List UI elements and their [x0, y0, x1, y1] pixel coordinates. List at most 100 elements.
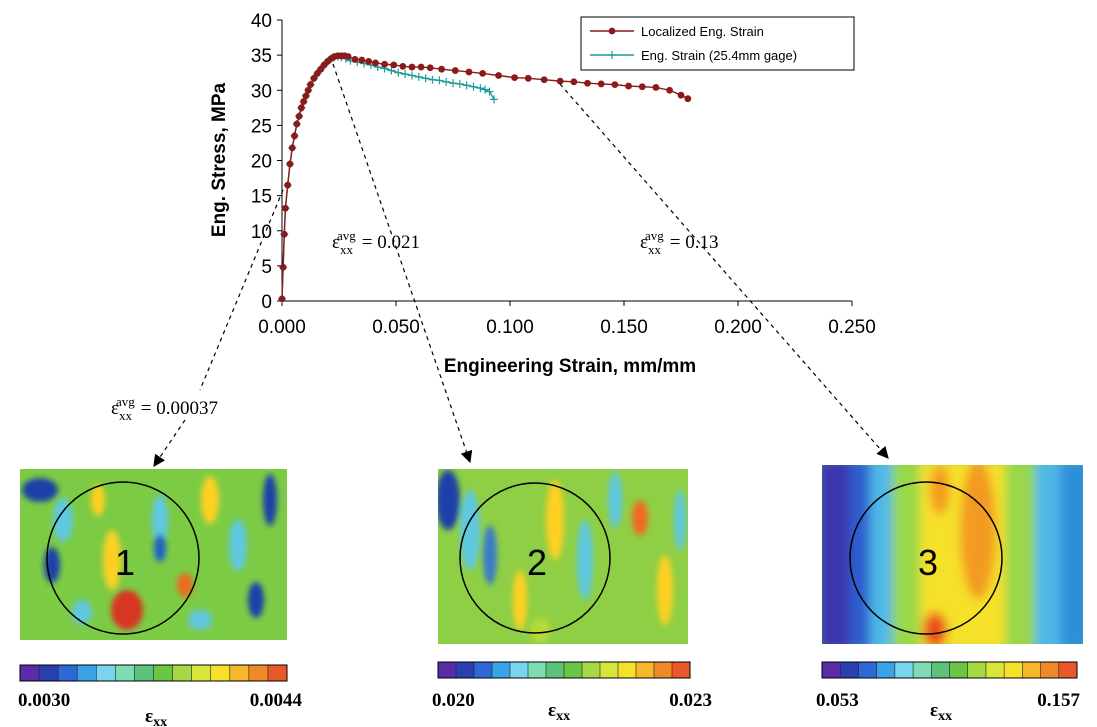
colorbar-swatch	[96, 665, 116, 681]
annotation-1-symbol: ε	[111, 398, 119, 419]
strain-map-2-spot	[657, 555, 673, 625]
strain-map-2-spot	[460, 490, 480, 570]
colorbar-swatch	[456, 662, 475, 678]
colorbar-3	[821, 661, 1078, 679]
strain-map-2-spot	[513, 570, 527, 630]
x-tick-label: 0.050	[372, 317, 420, 338]
colorbar-swatch	[600, 662, 619, 678]
data-point-localized	[344, 53, 352, 60]
data-point-gage	[476, 84, 485, 93]
y-tick-label: 25	[251, 116, 272, 137]
annotation-1-sup: avg	[116, 394, 135, 409]
data-point-localized	[684, 95, 692, 103]
data-point-localized	[511, 74, 518, 82]
colorbar-2-max: 0.023	[669, 690, 712, 711]
region-label-1: 1	[115, 542, 135, 583]
colorbar-swatch	[229, 665, 250, 681]
strain-map-1-spot	[103, 530, 121, 590]
colorbar-2-min: 0.020	[432, 690, 475, 711]
y-tick-label: 30	[251, 81, 272, 102]
annotation-2-value: = 0.021	[362, 232, 420, 253]
colorbar-frame	[821, 661, 1078, 679]
data-point-gage	[469, 82, 478, 91]
series-line-gage	[281, 55, 495, 299]
colorbar-swatch	[191, 665, 212, 681]
annotation-1-sub: xx	[119, 408, 133, 423]
strain-map-2-spot	[632, 500, 648, 536]
region-circle-2	[459, 482, 611, 634]
data-point-gage	[455, 79, 464, 88]
colorbar-swatch	[1022, 662, 1041, 678]
colorbar-1-symbol: εxx	[145, 706, 167, 727]
svg-text:εxxavg= 0.13: εxxavg = 0.13	[640, 228, 718, 257]
strain-map-1-spot	[72, 600, 92, 624]
colorbar-2	[437, 661, 691, 679]
data-point-gage	[428, 75, 437, 84]
colorbar-swatch	[985, 662, 1005, 678]
strain-map-1-spot	[44, 547, 60, 583]
x-tick-label: 0.250	[828, 317, 876, 338]
colorbar-swatch	[528, 662, 547, 678]
colorbar-swatch	[172, 665, 192, 681]
data-point-localized	[372, 59, 379, 67]
data-point-gage	[421, 74, 430, 83]
data-point-localized	[295, 112, 303, 120]
colorbar-frame	[19, 664, 288, 682]
colorbar-swatch	[564, 662, 583, 678]
strain-map-3-band	[1060, 465, 1083, 644]
data-point-localized	[399, 62, 407, 70]
legend-marker-gage	[608, 51, 616, 59]
legend-label-localized: Localized Eng. Strain	[641, 24, 764, 39]
data-point-localized	[465, 68, 473, 76]
x-tick-label: 0.100	[486, 317, 534, 338]
data-point-gage	[387, 66, 396, 75]
colorbar-1-min: 0.0030	[18, 690, 70, 711]
data-point-gage	[485, 87, 494, 96]
strain-map-1: 1 0.0030 0.0044 εxx	[18, 469, 303, 727]
data-point-localized	[666, 86, 673, 94]
leader-arrows	[153, 63, 889, 467]
annotation-3: εxxavg = 0.13	[640, 228, 718, 257]
region-label-3: 3	[918, 542, 938, 583]
data-point-localized	[584, 79, 591, 87]
data-point-localized	[310, 74, 318, 82]
colorbar-swatch	[115, 665, 135, 681]
colorbar-swatch	[858, 662, 877, 678]
colorbar-swatch	[654, 662, 673, 678]
strain-map-3-band	[850, 465, 870, 644]
strain-map-1-spot	[111, 590, 143, 630]
data-point-gage	[394, 68, 403, 77]
colorbar-3-min: 0.053	[816, 690, 859, 711]
y-tick-label: 15	[251, 187, 272, 208]
data-point-localized	[438, 65, 445, 73]
strain-map-3-spot	[923, 612, 947, 644]
colorbar-swatch	[438, 662, 457, 678]
legend: Localized Eng. Strain Eng. Strain (25.4m…	[580, 16, 855, 71]
strain-map-1-spot	[188, 610, 212, 630]
data-point-localized	[390, 61, 398, 69]
colorbar-swatch	[636, 662, 655, 678]
data-point-localized	[297, 104, 305, 112]
colorbar-swatch	[822, 662, 841, 678]
annotation-3-sub: xx	[648, 242, 662, 257]
legend-marker-localized	[608, 27, 616, 35]
data-point-localized	[495, 72, 502, 79]
data-point-localized	[597, 80, 605, 88]
colorbar-swatch	[894, 662, 914, 678]
strain-map-1-spot	[229, 519, 247, 571]
data-point-localized	[280, 230, 288, 238]
x-tick-label: 0.000	[258, 317, 306, 338]
colorbar-swatch	[618, 662, 637, 678]
strain-map-3-band	[892, 465, 920, 644]
y-tick-label: 10	[251, 222, 272, 243]
data-point-gage	[407, 71, 416, 80]
x-axis-title: Engineering Strain, mm/mm	[444, 356, 696, 377]
stress-strain-chart: 0 5 10 15 20 25 30 35 40 0.000 0.050 0.100 0.150 0.2…	[209, 11, 876, 377]
data-point-gage	[442, 77, 451, 86]
colorbar-swatch	[153, 665, 173, 681]
strain-map-3-spot	[930, 465, 950, 515]
annotation-2-sup: avg	[337, 228, 356, 243]
colorbar-1-max: 0.0044	[250, 690, 303, 711]
y-tick-label: 0	[261, 292, 272, 313]
